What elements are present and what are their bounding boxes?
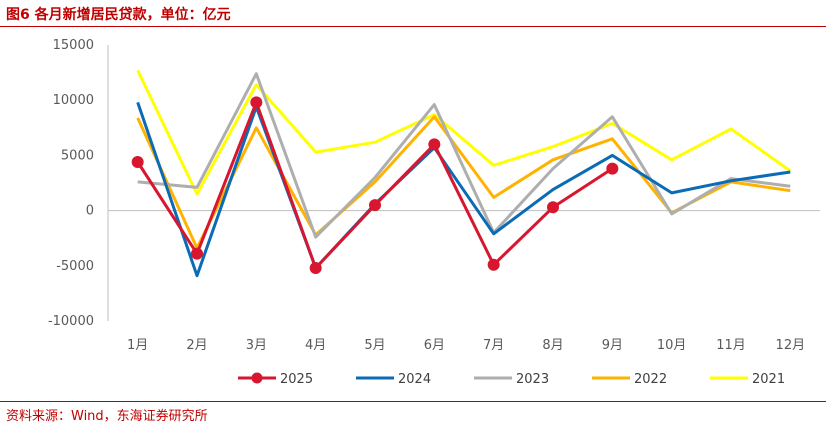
legend-label-2022: 2022 <box>634 372 667 387</box>
series-line-2023 <box>137 72 791 239</box>
y-tick-label: -10000 <box>48 314 94 329</box>
y-tick-label: 0 <box>86 204 94 219</box>
legend-label-2023: 2023 <box>516 372 549 387</box>
legend-label-2021: 2021 <box>752 372 785 387</box>
bottom-rule <box>0 401 826 402</box>
y-tick-label: -5000 <box>56 259 94 274</box>
x-tick-label: 12月 <box>776 338 806 353</box>
line-chart: 15000 10000 5000 0 -5000 -10000 1月 2月 3月 4月 5月 6月 7月… <box>48 38 820 387</box>
y-tick-label: 15000 <box>53 38 94 53</box>
data-point-2025 <box>428 138 441 151</box>
x-tick-label: 5月 <box>364 338 385 353</box>
x-tick-label: 7月 <box>483 338 504 353</box>
data-point-2025 <box>309 262 322 275</box>
data-point-2025 <box>250 96 263 109</box>
legend-marker-2025 <box>251 372 263 384</box>
data-point-2025 <box>369 199 381 212</box>
x-tick-label: 6月 <box>424 338 445 353</box>
chart-title: 图6 各月新增居民贷款，单位：亿元 <box>6 7 231 23</box>
top-rule <box>0 26 826 27</box>
x-tick-label: 3月 <box>246 338 267 353</box>
series-line-2021 <box>136 69 792 196</box>
source-note: 资料来源：Wind，东海证券研究所 <box>6 409 208 424</box>
legend-label-2025: 2025 <box>280 372 313 387</box>
data-point-2025 <box>191 247 203 260</box>
y-tick-label: 10000 <box>53 93 94 108</box>
x-tick-label: 9月 <box>602 338 623 353</box>
x-tick-label: 1月 <box>127 338 148 353</box>
data-point-2025 <box>547 201 559 214</box>
data-point-2025 <box>487 258 500 271</box>
x-tick-label: 11月 <box>716 338 746 353</box>
x-tick-label: 10月 <box>657 338 687 353</box>
series-line-2022 <box>136 115 791 250</box>
legend-label-2024: 2024 <box>398 372 431 387</box>
series-line-2024 <box>136 101 791 278</box>
data-point-2025 <box>131 156 144 169</box>
data-point-2025 <box>606 162 619 175</box>
x-tick-label: 2月 <box>186 338 207 353</box>
x-tick-label: 8月 <box>542 338 563 353</box>
x-tick-label: 4月 <box>305 338 326 353</box>
y-tick-label: 5000 <box>61 148 94 163</box>
